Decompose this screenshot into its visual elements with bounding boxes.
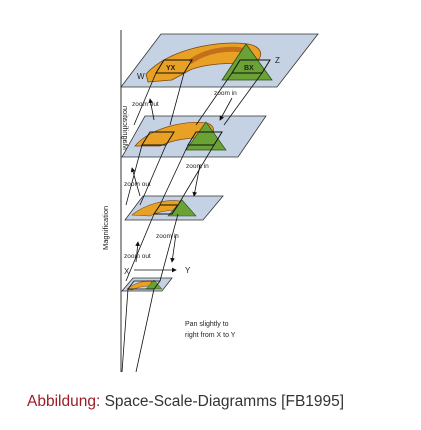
plane-level-4	[121, 277, 173, 292]
plane-2-green-triangle	[185, 121, 227, 151]
zoom-in-arrow-1	[219, 97, 233, 121]
plane-3-green-triangle	[167, 199, 197, 217]
zoom-in-label-1: zoom in	[214, 90, 237, 97]
corner-label-z: Z	[275, 56, 280, 65]
shape-label-bx: BX	[244, 65, 254, 72]
pan-note-line-1: Pan slightly to	[185, 321, 229, 328]
magnification-axis-label-mirrored: Magnification	[121, 106, 130, 150]
zoom-in-arrow-2	[192, 164, 201, 197]
zoom-in-arrow-3	[170, 233, 177, 263]
corner-label-w: W	[137, 72, 145, 81]
caption-text: Space-Scale-Diagramms [FB1995]	[104, 393, 345, 410]
magnification-axis-label: Magnification	[101, 206, 110, 250]
zoom-out-label-1: zoom out	[132, 101, 159, 108]
corner-label-y: Y	[185, 266, 191, 275]
zoom-out-label-3: zoom out	[124, 253, 151, 260]
zoom-out-arrow-2	[130, 167, 141, 197]
zoom-in-label-3: zoom in	[156, 233, 179, 240]
plane-level-1: YX BX W Z	[120, 33, 319, 88]
corner-label-x: X	[124, 267, 130, 276]
plane-1-orange-shape	[145, 42, 261, 83]
zoom-out-arrow-3	[135, 241, 140, 263]
plane-1-green-triangle	[221, 43, 273, 81]
pan-note-line-2: right from X to Y	[185, 332, 236, 339]
shape-label-yx: YX	[166, 65, 176, 72]
transition-2: zoom out zoom in	[124, 163, 209, 197]
transition-3: zoom in zoom out	[124, 233, 179, 263]
plane-level-3	[124, 195, 224, 221]
zoom-out-arrow-1	[148, 98, 155, 121]
transition-1: zoom out zoom in	[132, 90, 237, 121]
zoom-in-label-2: zoom in	[186, 163, 209, 170]
view-window-level-3	[153, 204, 179, 215]
caption-label: Abbildung:	[27, 393, 101, 410]
plane-2-orange-shape	[134, 122, 214, 147]
zoom-out-label-2: zoom out	[124, 181, 151, 188]
figure-caption: Abbildung: Space-Scale-Diagramms [FB1995…	[27, 393, 344, 411]
plane-level-2	[121, 115, 267, 158]
